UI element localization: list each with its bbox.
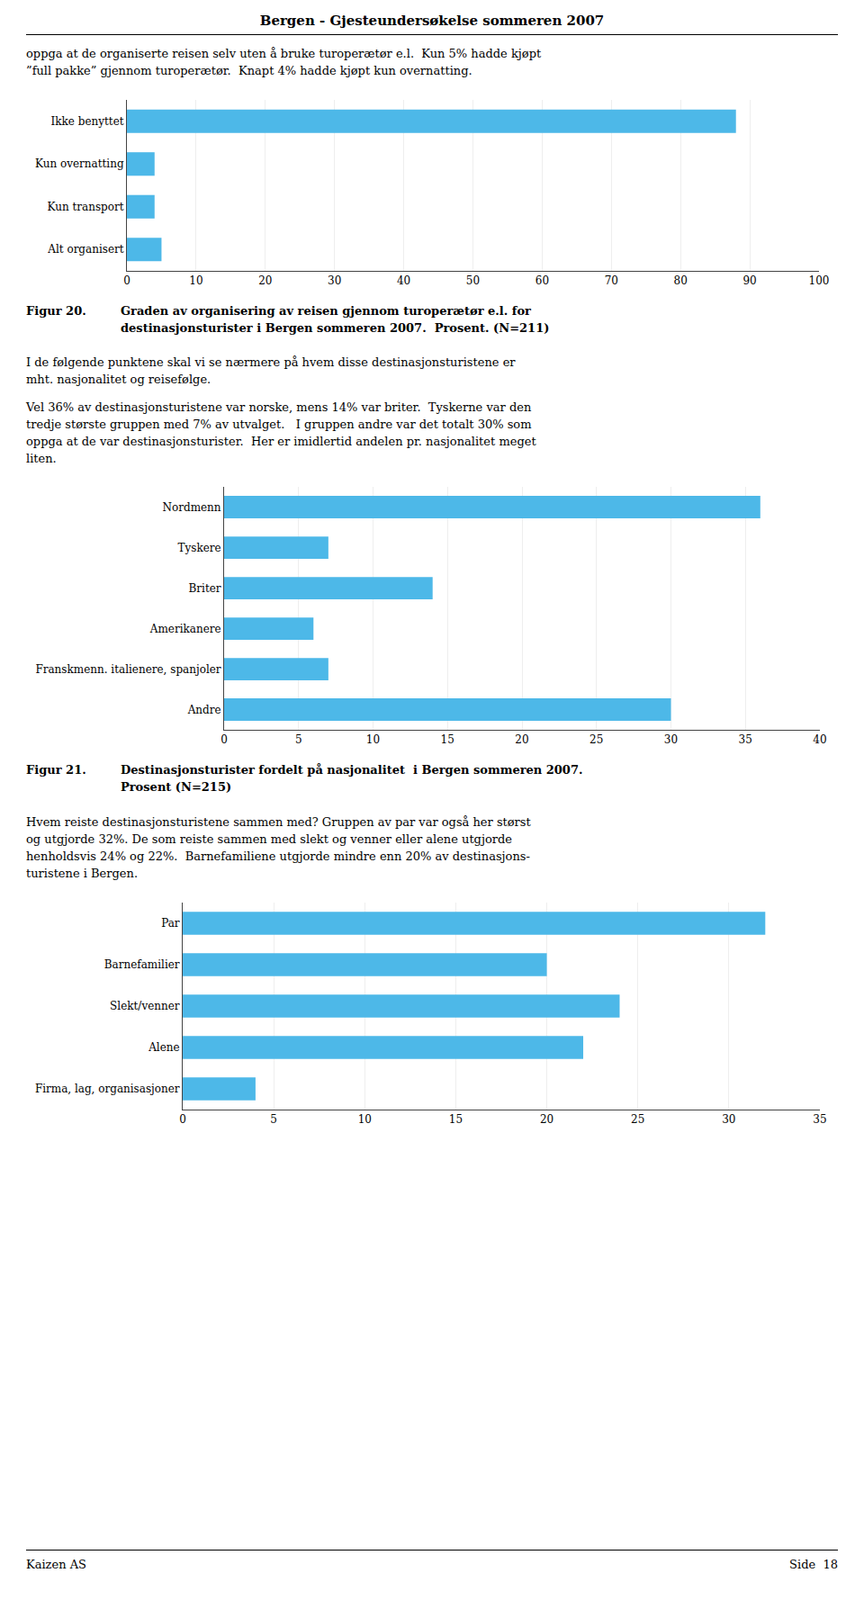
svg-text:Amerikanere: Amerikanere	[149, 622, 222, 636]
svg-text:20: 20	[540, 1113, 554, 1126]
svg-text:Slekt/venner: Slekt/venner	[109, 999, 180, 1013]
svg-text:35: 35	[738, 734, 753, 747]
svg-text:90: 90	[742, 274, 756, 288]
svg-text:30: 30	[664, 734, 678, 747]
svg-text:20: 20	[514, 734, 529, 747]
svg-text:40: 40	[396, 274, 411, 288]
svg-text:0: 0	[220, 734, 228, 747]
svg-text:35: 35	[812, 1113, 827, 1126]
html-text:Hvem reiste destinasjonsturist: Hvem reiste destinasjonsturistene sammen…	[26, 815, 531, 880]
svg-text:0: 0	[179, 1113, 187, 1126]
svg-text:100: 100	[809, 274, 830, 288]
svg-text:Kun overnatting: Kun overnatting	[35, 157, 125, 171]
svg-text:Briter: Briter	[189, 582, 222, 595]
svg-text:Tyskere: Tyskere	[177, 541, 221, 555]
html-text:Kaizen AS: Kaizen AS	[26, 1557, 87, 1572]
html-text:Destinasjonsturister fordelt p: Destinasjonsturister fordelt på nasjonal…	[120, 763, 583, 795]
html-text:oppga at de organiserte reisen: oppga at de organiserte reisen selv uten…	[26, 46, 542, 78]
svg-text:5: 5	[270, 1113, 278, 1126]
svg-text:20: 20	[258, 274, 272, 288]
svg-text:Alt organisert: Alt organisert	[46, 243, 125, 256]
html-text:Side 18: Side 18	[789, 1557, 838, 1572]
svg-text:30: 30	[327, 274, 342, 288]
svg-text:10: 10	[189, 274, 203, 288]
svg-text:Andre: Andre	[187, 703, 222, 717]
html-text:Figur 21.: Figur 21.	[26, 763, 87, 778]
svg-text:80: 80	[674, 274, 688, 288]
svg-text:Barnefamilier: Barnefamilier	[104, 958, 180, 972]
svg-text:5: 5	[295, 734, 303, 747]
svg-text:Ikke benyttet: Ikke benyttet	[51, 115, 125, 128]
svg-text:0: 0	[123, 274, 131, 288]
html-text:I de følgende punktene skal vi: I de følgende punktene skal vi se nærmer…	[26, 355, 516, 387]
svg-text:40: 40	[812, 734, 827, 747]
svg-text:Franskmenn. italienere, spanjo: Franskmenn. italienere, spanjoler	[35, 663, 221, 676]
svg-text:10: 10	[358, 1113, 372, 1126]
svg-text:70: 70	[604, 274, 619, 288]
html-text:Graden av organisering av reis: Graden av organisering av reisen gjennom…	[120, 303, 550, 335]
svg-text:25: 25	[589, 734, 603, 747]
svg-text:Firma, lag, organisasjoner: Firma, lag, organisasjoner	[35, 1082, 180, 1096]
svg-text:Par: Par	[161, 917, 180, 930]
svg-text:60: 60	[535, 274, 549, 288]
svg-text:25: 25	[630, 1113, 645, 1126]
svg-text:10: 10	[366, 734, 380, 747]
svg-text:Nordmenn: Nordmenn	[162, 501, 222, 514]
svg-text:15: 15	[449, 1113, 463, 1126]
html-text:Bergen - Gjesteundersøkelse so: Bergen - Gjesteundersøkelse sommeren 200…	[259, 12, 605, 29]
html-text:Figur 20.: Figur 20.	[26, 303, 87, 318]
svg-text:50: 50	[466, 274, 480, 288]
svg-text:30: 30	[721, 1113, 736, 1126]
svg-text:15: 15	[441, 734, 455, 747]
html-text:Vel 36% av destinasjonsturiste: Vel 36% av destinasjonsturistene var nor…	[26, 400, 537, 465]
svg-text:Kun transport: Kun transport	[47, 200, 125, 214]
svg-text:Alene: Alene	[147, 1041, 180, 1054]
